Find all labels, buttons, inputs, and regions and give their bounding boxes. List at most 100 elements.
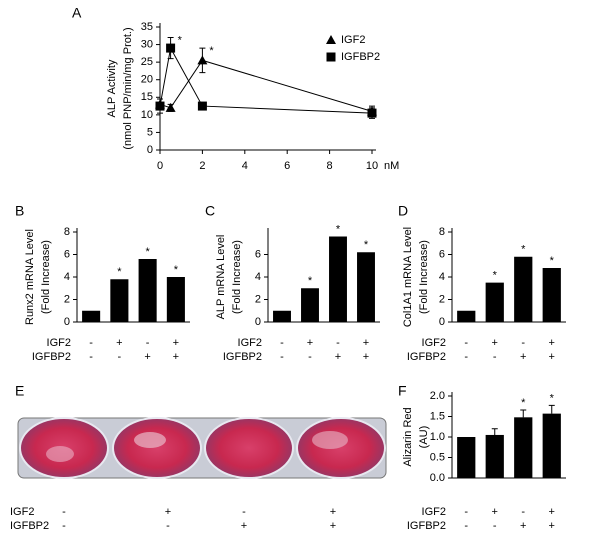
panel-title: E xyxy=(15,383,24,399)
bar xyxy=(357,252,375,322)
row-label: IGF2 xyxy=(238,337,262,349)
condition-sign: + xyxy=(492,337,498,349)
condition-sign: - xyxy=(521,506,525,518)
condition-sign: + xyxy=(492,506,498,518)
row-label: IGFBP2 xyxy=(32,351,71,363)
condition-sign: + xyxy=(549,337,555,349)
significance-marker: * xyxy=(209,45,214,57)
bar xyxy=(457,437,476,478)
y-axis-label: (nmol PNP/min/mg Prot.) xyxy=(122,27,134,149)
error-bar xyxy=(520,409,527,418)
significance-marker: * xyxy=(550,255,555,267)
bar xyxy=(485,282,504,322)
significance-marker: * xyxy=(493,270,498,282)
y-axis-label: ALP mRNA Level xyxy=(215,235,227,320)
condition-sign: + xyxy=(307,337,313,349)
x-tick-label: 10 xyxy=(366,160,378,172)
bar xyxy=(514,417,533,478)
condition-sign: + xyxy=(116,337,122,349)
bar xyxy=(329,236,347,322)
y-tick-label: 1.0 xyxy=(430,431,445,443)
condition-sign: + xyxy=(330,520,336,532)
significance-marker: * xyxy=(117,266,122,278)
y-axis-label: Col1A1 mRNA Level xyxy=(402,227,414,327)
y-axis-label: Runx2 mRNA Level xyxy=(24,229,36,325)
point xyxy=(367,108,377,118)
y-tick-label: 2 xyxy=(64,293,70,305)
y-tick-label: 0 xyxy=(255,316,261,328)
point xyxy=(197,101,207,111)
x-tick-label: 8 xyxy=(327,160,333,172)
plate-image xyxy=(17,417,387,479)
row-label: IGF2 xyxy=(422,506,446,518)
y-tick-label: 0.0 xyxy=(430,472,445,484)
row-label: IGF2 xyxy=(422,337,446,349)
significance-marker: * xyxy=(550,392,555,404)
y-tick-label: 8 xyxy=(439,226,445,238)
point xyxy=(165,102,176,112)
y-tick-label: 4 xyxy=(439,271,445,283)
panel-title: A xyxy=(72,5,82,21)
significance-marker: * xyxy=(145,246,150,258)
legend-symbol xyxy=(326,52,336,62)
condition-sign: + xyxy=(549,506,555,518)
y-axis-label: (Fold Increase) xyxy=(418,240,430,314)
row-label: IGFBP2 xyxy=(407,520,446,532)
row-label: IGFBP2 xyxy=(223,351,262,363)
significance-marker: * xyxy=(336,223,341,235)
bar xyxy=(82,310,101,322)
y-tick-label: 30 xyxy=(141,38,153,50)
series-line xyxy=(159,46,373,114)
panel-title: C xyxy=(205,203,215,219)
bar xyxy=(273,310,291,322)
significance-marker: * xyxy=(521,397,526,409)
significance-marker: * xyxy=(308,275,313,287)
y-tick-label: 20 xyxy=(141,74,153,86)
condition-sign: - xyxy=(464,351,468,363)
condition-sign: - xyxy=(280,337,284,349)
condition-sign: + xyxy=(363,351,369,363)
legend-label: IGF2 xyxy=(341,34,365,46)
point xyxy=(166,43,176,53)
point xyxy=(155,101,165,111)
condition-sign: - xyxy=(336,337,340,349)
condition-sign: - xyxy=(118,351,122,363)
y-axis-label: (AU) xyxy=(418,426,430,449)
row-label: IGFBP2 xyxy=(407,351,446,363)
x-tick-label: 6 xyxy=(284,160,290,172)
condition-sign: + xyxy=(173,351,179,363)
condition-sign: + xyxy=(520,351,526,363)
row-label: IGF2 xyxy=(10,506,34,518)
bar xyxy=(301,288,319,322)
condition-sign: - xyxy=(62,506,66,518)
bar xyxy=(542,268,561,322)
point xyxy=(197,55,208,65)
condition-sign: - xyxy=(464,520,468,532)
y-tick-label: 0 xyxy=(439,316,445,328)
condition-sign: + xyxy=(549,520,555,532)
condition-sign: - xyxy=(521,337,525,349)
y-tick-label: 10 xyxy=(141,109,153,121)
y-tick-label: 0.5 xyxy=(430,451,445,463)
condition-sign: - xyxy=(89,351,93,363)
significance-marker: * xyxy=(174,264,179,276)
condition-sign: + xyxy=(173,337,179,349)
significance-marker: * xyxy=(178,34,183,46)
y-tick-label: 4 xyxy=(64,271,70,283)
y-tick-label: 6 xyxy=(255,248,261,260)
legend-label: IGFBP2 xyxy=(341,51,380,63)
x-axis-unit: nM xyxy=(384,160,399,172)
y-axis-label: (Fold Increase) xyxy=(40,240,52,314)
bar xyxy=(110,279,129,322)
y-axis-label: (Fold Increase) xyxy=(231,240,243,314)
condition-sign: - xyxy=(464,506,468,518)
condition-sign: + xyxy=(241,520,247,532)
y-tick-label: 6 xyxy=(439,248,445,260)
y-tick-label: 2 xyxy=(255,293,261,305)
y-tick-label: 15 xyxy=(141,91,153,103)
condition-sign: - xyxy=(308,351,312,363)
x-tick-label: 0 xyxy=(157,160,163,172)
y-tick-label: 2.0 xyxy=(430,390,445,402)
bar xyxy=(138,259,157,322)
